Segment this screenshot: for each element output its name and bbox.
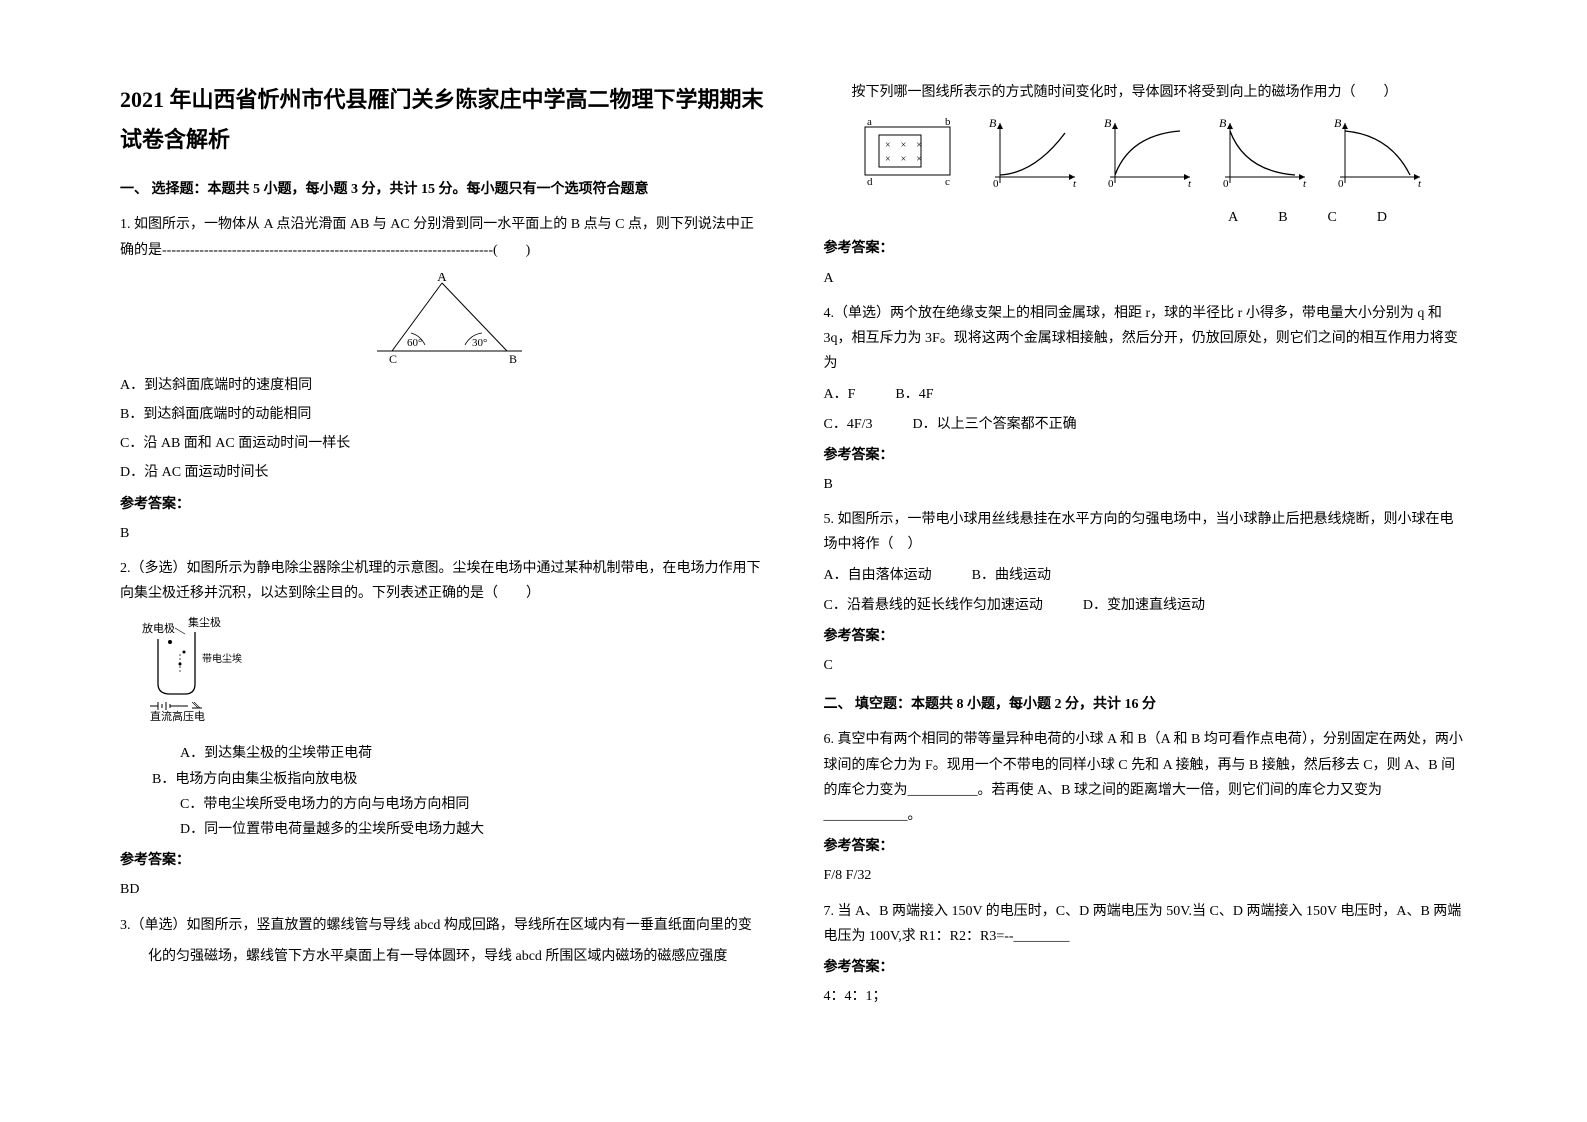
q5-answer: C xyxy=(824,653,1468,678)
q4-answer: B xyxy=(824,472,1468,497)
right-column: 按下列哪一图线所表示的方式随时间变化时，导体圆环将受到向上的磁场作用力（ ） ×… xyxy=(794,80,1488,1082)
q2-optD: D．同一位置带电荷量越多的尘埃所受电场力越大 xyxy=(120,817,764,842)
svg-text:a: a xyxy=(867,116,872,128)
q7-text: 7. 当 A、B 两端接入 150V 的电压时，C、D 两端电压为 50V.当 … xyxy=(824,899,1468,949)
q5-optB: B．曲线运动 xyxy=(972,563,1051,588)
q1-text: 1. 如图所示，一物体从 A 点沿光滑面 AB 与 AC 分别滑到同一水平面上的… xyxy=(120,212,764,262)
question-5: 5. 如图所示，一带电小球用丝线悬挂在水平方向的匀强电场中，当小球静止后把悬线烧… xyxy=(824,507,1468,678)
q2-text: 2.（多选）如图所示为静电除尘器除尘机理的示意图。尘埃在电场中通过某种机制带电，… xyxy=(120,556,764,606)
svg-text:t: t xyxy=(1188,178,1192,190)
q3-text-right: 按下列哪一图线所表示的方式随时间变化时，导体圆环将受到向上的磁场作用力（ ） xyxy=(824,80,1468,105)
q2-answer: BD xyxy=(120,877,764,902)
q3-labB: B xyxy=(1278,205,1287,230)
svg-text:t: t xyxy=(1073,178,1077,190)
q3-text2: 化的匀强磁场，螺线管下方水平桌面上有一导体圆环，导线 abcd 所围区域内磁场的… xyxy=(120,944,764,969)
q1-optC: C．沿 AB 面和 AC 面运动时间一样长 xyxy=(120,431,764,456)
question-3: 3.（单选）如图所示，竖直放置的螺线管与导线 abcd 构成回路，导线所在区域内… xyxy=(120,913,764,969)
svg-text:B: B xyxy=(1219,116,1227,130)
q3-diagram: × × × × × × a b c d B t 0 xyxy=(824,115,1468,195)
q3-labD: D xyxy=(1377,205,1387,230)
question-2: 2.（多选）如图所示为静电除尘器除尘机理的示意图。尘埃在电场中通过某种机制带电，… xyxy=(120,556,764,903)
svg-text:× × ×: × × × xyxy=(885,154,922,165)
svg-text:B: B xyxy=(989,116,997,130)
svg-text:0: 0 xyxy=(1108,178,1114,190)
q6-text: 6. 真空中有两个相同的带等量异种电荷的小球 A 和 B（A 和 B 均可看作点… xyxy=(824,727,1468,828)
q2-optB: B．电场方向由集尘板指向放电极 xyxy=(120,767,764,792)
q3-option-labels: A B C D xyxy=(824,205,1468,230)
svg-text:b: b xyxy=(945,116,951,128)
q4-optA: A．F xyxy=(824,382,856,407)
q4-optB: B．4F xyxy=(895,382,933,407)
svg-text:t: t xyxy=(1303,178,1307,190)
page-title: 2021 年山西省忻州市代县雁门关乡陈家庄中学高二物理下学期期末试卷含解析 xyxy=(120,80,764,159)
section1-header: 一、 选择题：本题共 5 小题，每小题 3 分，共计 15 分。每小题只有一个选… xyxy=(120,177,764,202)
question-4: 4.（单选）两个放在绝缘支架上的相同金属球，相距 r，球的半径比 r 小得多，带… xyxy=(824,301,1468,497)
q3-labC: C xyxy=(1328,205,1337,230)
section2-header: 二、 填空题：本题共 8 小题，每小题 2 分，共计 16 分 xyxy=(824,692,1468,717)
q5-optD: D．变加速直线运动 xyxy=(1083,593,1205,618)
left-column: 2021 年山西省忻州市代县雁门关乡陈家庄中学高二物理下学期期末试卷含解析 一、… xyxy=(100,80,794,1082)
q3-text: 3.（单选）如图所示，竖直放置的螺线管与导线 abcd 构成回路，导线所在区域内… xyxy=(120,913,764,938)
svg-text:60°: 60° xyxy=(407,337,422,349)
q7-answer-label: 参考答案： xyxy=(824,955,1468,980)
question-1: 1. 如图所示，一物体从 A 点沿光滑面 AB 与 AC 分别滑到同一水平面上的… xyxy=(120,212,764,546)
svg-text:A: A xyxy=(437,273,447,284)
q4-optC: C．4F/3 xyxy=(824,412,873,437)
svg-text:B: B xyxy=(1334,116,1342,130)
q1-optB: B．到达斜面底端时的动能相同 xyxy=(120,402,764,427)
q2-diagram: 放电极 集尘极 带电尘埃 直流高压电 xyxy=(140,614,764,733)
q3-answer: A xyxy=(824,266,1468,291)
svg-text:0: 0 xyxy=(993,178,999,190)
q3-answer-label: 参考答案： xyxy=(824,236,1468,261)
q2-answer-label: 参考答案： xyxy=(120,848,764,873)
q2-optC: C．带电尘埃所受电场力的方向与电场方向相同 xyxy=(120,792,764,817)
svg-text:0: 0 xyxy=(1338,178,1344,190)
q4-optD: D．以上三个答案都不正确 xyxy=(913,412,1077,437)
q1-optA: A．到达斜面底端时的速度相同 xyxy=(120,373,764,398)
q6-answer-label: 参考答案： xyxy=(824,834,1468,859)
q7-answer: 4：4：1； xyxy=(824,984,1468,1009)
svg-text:d: d xyxy=(867,176,873,188)
q1-optD: D．沿 AC 面运动时间长 xyxy=(120,460,764,485)
q5-text: 5. 如图所示，一带电小球用丝线悬挂在水平方向的匀强电场中，当小球静止后把悬线烧… xyxy=(824,507,1468,557)
q1-answer-label: 参考答案： xyxy=(120,492,764,517)
svg-text:× × ×: × × × xyxy=(885,140,922,151)
svg-text:t: t xyxy=(1418,178,1422,190)
q4-answer-label: 参考答案： xyxy=(824,443,1468,468)
q2-optA: A．到达集尘极的尘埃带正电荷 xyxy=(120,741,764,766)
q1-answer: B xyxy=(120,521,764,546)
q5-optA: A．自由落体运动 xyxy=(824,563,932,588)
svg-text:直流高压电: 直流高压电 xyxy=(150,709,205,723)
svg-text:C: C xyxy=(389,352,397,363)
svg-text:0: 0 xyxy=(1223,178,1229,190)
svg-text:集尘极: 集尘极 xyxy=(188,615,221,629)
q5-optC: C．沿着悬线的延长线作匀加速运动 xyxy=(824,593,1043,618)
question-6: 6. 真空中有两个相同的带等量异种电荷的小球 A 和 B（A 和 B 均可看作点… xyxy=(824,727,1468,888)
svg-text:30°: 30° xyxy=(472,337,487,349)
svg-text:B: B xyxy=(1104,116,1112,130)
q6-answer: F/8 F/32 xyxy=(824,863,1468,888)
question-7: 7. 当 A、B 两端接入 150V 的电压时，C、D 两端电压为 50V.当 … xyxy=(824,899,1468,1010)
q5-answer-label: 参考答案： xyxy=(824,624,1468,649)
q3-labA: A xyxy=(1228,205,1238,230)
svg-text:带电尘埃: 带电尘埃 xyxy=(202,652,242,665)
svg-text:c: c xyxy=(945,176,950,188)
q1-diagram: A 60° 30° C B xyxy=(120,273,764,363)
svg-text:放电极: 放电极 xyxy=(142,621,175,635)
q4-text: 4.（单选）两个放在绝缘支架上的相同金属球，相距 r，球的半径比 r 小得多，带… xyxy=(824,301,1468,377)
svg-text:B: B xyxy=(509,352,517,363)
